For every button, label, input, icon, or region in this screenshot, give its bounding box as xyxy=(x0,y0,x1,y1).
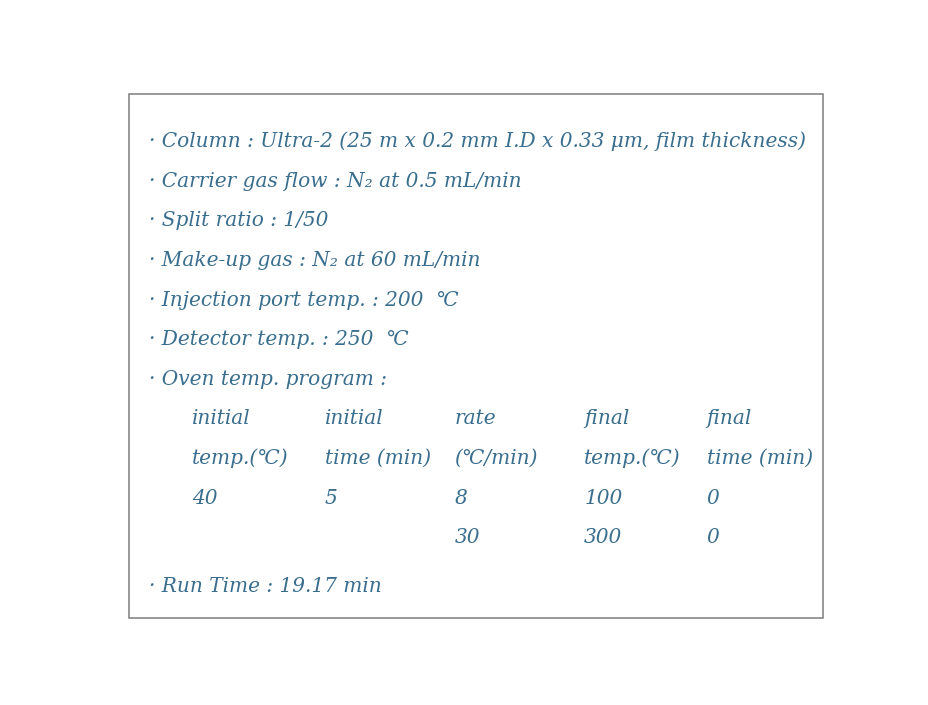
FancyBboxPatch shape xyxy=(129,94,822,618)
Text: temp.(℃): temp.(℃) xyxy=(584,449,680,468)
Text: 40: 40 xyxy=(191,489,217,508)
Text: 0: 0 xyxy=(705,489,718,508)
Text: time (min): time (min) xyxy=(705,449,812,468)
Text: 300: 300 xyxy=(584,528,622,547)
Text: final: final xyxy=(584,410,628,429)
Text: 100: 100 xyxy=(584,489,622,508)
Text: 30: 30 xyxy=(454,528,480,547)
Text: · Make-up gas : N₂ at 60 mL/min: · Make-up gas : N₂ at 60 mL/min xyxy=(148,251,480,270)
Text: 8: 8 xyxy=(454,489,467,508)
Text: · Column : Ultra-2 (25 m x 0.2 mm I.D x 0.33 μm, film thickness): · Column : Ultra-2 (25 m x 0.2 mm I.D x … xyxy=(148,132,805,152)
Text: (℃/min): (℃/min) xyxy=(454,449,537,468)
Text: 5: 5 xyxy=(325,489,337,508)
Text: · Oven temp. program :: · Oven temp. program : xyxy=(148,370,386,389)
Text: final: final xyxy=(705,410,751,429)
Text: temp.(℃): temp.(℃) xyxy=(191,449,288,468)
Text: rate: rate xyxy=(454,410,496,429)
Text: 0: 0 xyxy=(705,528,718,547)
Text: initial: initial xyxy=(325,410,383,429)
Text: · Detector temp. : 250  ℃: · Detector temp. : 250 ℃ xyxy=(148,330,407,349)
Text: · Injection port temp. : 200  ℃: · Injection port temp. : 200 ℃ xyxy=(148,290,458,309)
Text: · Run Time : 19.17 min: · Run Time : 19.17 min xyxy=(148,577,380,596)
Text: · Carrier gas flow : N₂ at 0.5 mL/min: · Carrier gas flow : N₂ at 0.5 mL/min xyxy=(148,172,521,191)
Text: · Split ratio : 1/50: · Split ratio : 1/50 xyxy=(148,212,328,231)
Text: time (min): time (min) xyxy=(325,449,431,468)
Text: initial: initial xyxy=(191,410,250,429)
